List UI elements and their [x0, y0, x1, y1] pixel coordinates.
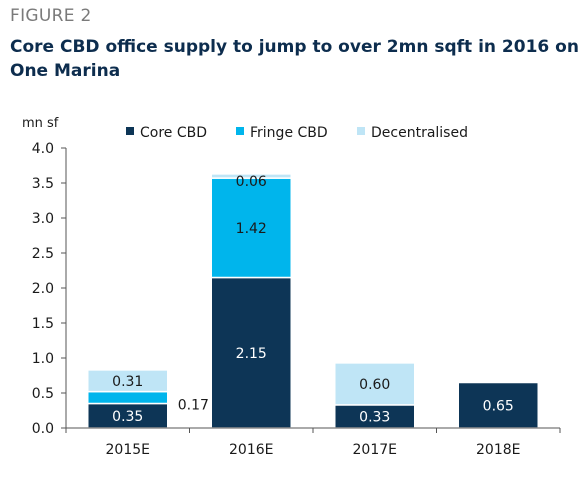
legend-label: Decentralised	[371, 125, 468, 141]
bar-segment-decentralised	[334, 362, 416, 406]
x-category-label: 2017E	[353, 442, 397, 458]
figure-label: FIGURE 2	[10, 6, 92, 26]
y-tick-label: 1.5	[32, 316, 54, 332]
bar-segment-core-cbd	[87, 402, 169, 429]
x-category-label: 2018E	[476, 442, 520, 458]
y-tick-label: 2.0	[32, 281, 54, 297]
data-label: 0.06	[236, 174, 267, 190]
x-axis: 2015E 2016E 2017E 2018E	[65, 427, 561, 458]
x-category-label: 2015E	[106, 442, 150, 458]
y-tick-label: 3.5	[32, 176, 54, 192]
data-label: 2.15	[236, 346, 267, 362]
legend-swatch	[126, 127, 134, 135]
y-tick-label: 2.5	[32, 246, 54, 262]
legend-label: Fringe CBD	[250, 125, 328, 141]
bar-segment-decentralised	[210, 173, 292, 179]
x-category-label: 2016E	[229, 442, 273, 458]
legend-label: Core CBD	[140, 125, 207, 141]
data-labels: 0.35 0.17 0.31 2.15 1.42 0.06 0.33 0.60 0.65	[112, 174, 514, 426]
legend: Core CBD Fringe CBD Decentralised	[126, 125, 468, 141]
data-label: 0.31	[112, 374, 143, 390]
y-tick-label: 1.0	[32, 351, 54, 367]
y-tick-label: 0.0	[32, 421, 54, 437]
data-label: 0.33	[359, 409, 390, 425]
bars	[87, 173, 539, 429]
bar-segment-fringe-cbd	[87, 390, 169, 405]
y-axis: 0.0 0.5 1.0 1.5 2.0 2.5 3.0 3.5 4.0	[32, 141, 67, 437]
data-label: 0.65	[483, 398, 514, 414]
data-label: 0.17	[178, 398, 209, 414]
y-tick-label: 3.0	[32, 211, 54, 227]
bar-segment-core-cbd	[457, 381, 539, 429]
y-tick-label: 4.0	[32, 141, 54, 157]
data-label: 0.60	[359, 377, 390, 393]
data-label: 0.35	[112, 409, 143, 425]
y-tick-label: 0.5	[32, 386, 54, 402]
bar-segment-decentralised	[87, 369, 169, 393]
y-axis-unit-label: mn sf	[22, 116, 59, 131]
legend-swatch	[236, 127, 244, 135]
legend-swatch	[357, 127, 365, 135]
chart-title: Core CBD office supply to jump to over 2…	[10, 37, 579, 81]
data-label: 1.42	[236, 221, 267, 237]
